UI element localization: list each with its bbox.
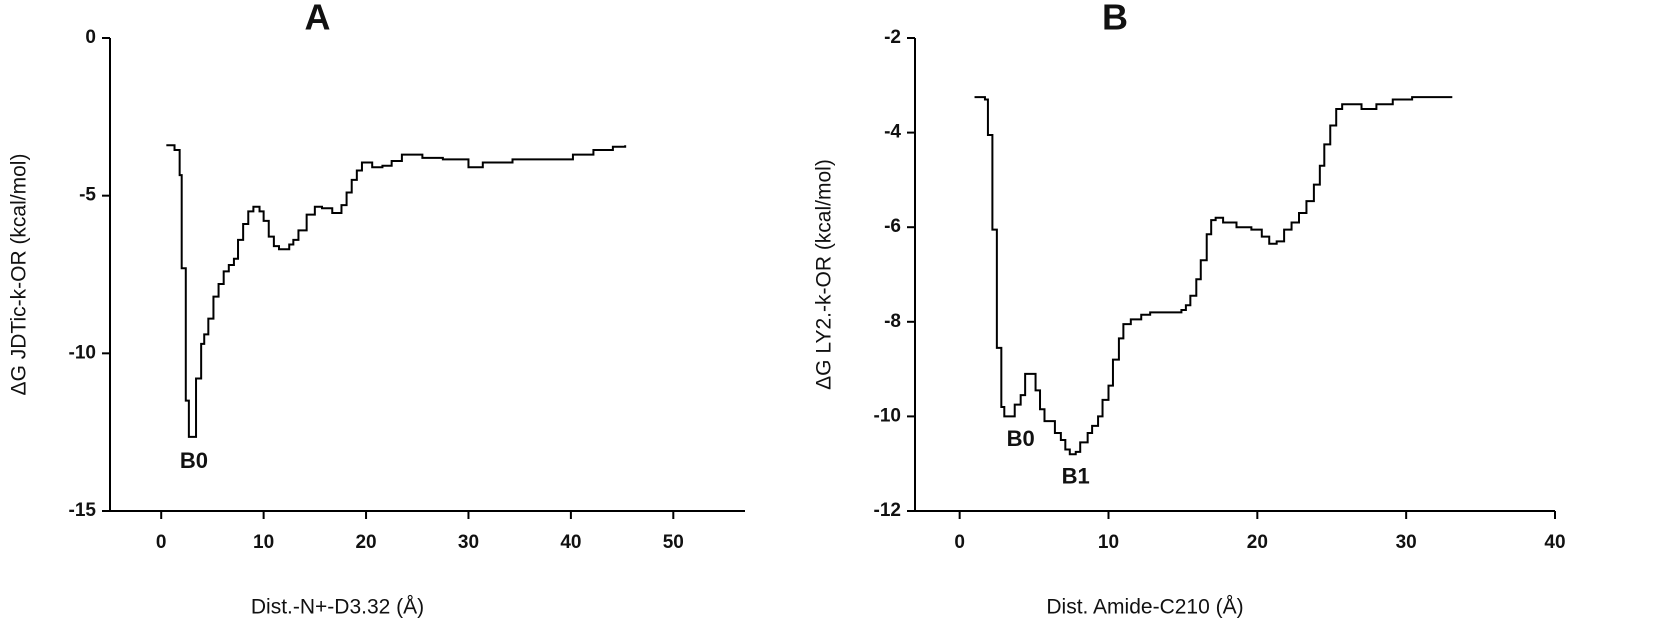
x-tick-label: 20 — [1247, 532, 1268, 553]
x-tick-label: 30 — [1396, 532, 1417, 553]
y-tick-label: -5 — [79, 185, 96, 206]
x-tick-label: 0 — [156, 532, 167, 553]
x-tick-label: 50 — [663, 532, 684, 553]
annotation: B0 — [1007, 426, 1035, 451]
y-tick-label: -6 — [884, 216, 901, 237]
data-line — [974, 96, 1453, 456]
x-tick-label: 40 — [1544, 532, 1565, 553]
y-tick-label: 0 — [85, 27, 96, 48]
chart-title: B — [1102, 0, 1128, 38]
x-axis-label: Dist.-N+-D3.32 (Å) — [251, 596, 424, 619]
y-tick-label: -4 — [884, 122, 901, 143]
y-tick-label: -10 — [874, 405, 901, 426]
y-tick-label: -10 — [69, 342, 96, 363]
x-tick-label: 30 — [458, 532, 479, 553]
data-line — [166, 144, 627, 438]
y-tick-label: -15 — [69, 500, 97, 521]
y-tick-label: -2 — [884, 27, 901, 48]
y-axis-label: ΔG JDTic-k-OR (kcal/mol) — [8, 154, 31, 396]
x-tick-label: 20 — [355, 532, 376, 553]
y-axis-label: ΔG LY2.-k-OR (kcal/mol) — [813, 159, 836, 390]
x-axis-label: Dist. Amide-C210 (Å) — [1046, 596, 1243, 619]
annotation: B1 — [1062, 464, 1090, 489]
annotation: B0 — [180, 448, 208, 473]
x-tick-label: 40 — [560, 532, 581, 553]
y-tick-label: -12 — [874, 500, 901, 521]
chart-title: A — [305, 0, 331, 38]
x-tick-label: 10 — [1098, 532, 1119, 553]
y-tick-label: -8 — [884, 311, 901, 332]
x-tick-label: 0 — [954, 532, 965, 553]
x-tick-label: 10 — [253, 532, 274, 553]
